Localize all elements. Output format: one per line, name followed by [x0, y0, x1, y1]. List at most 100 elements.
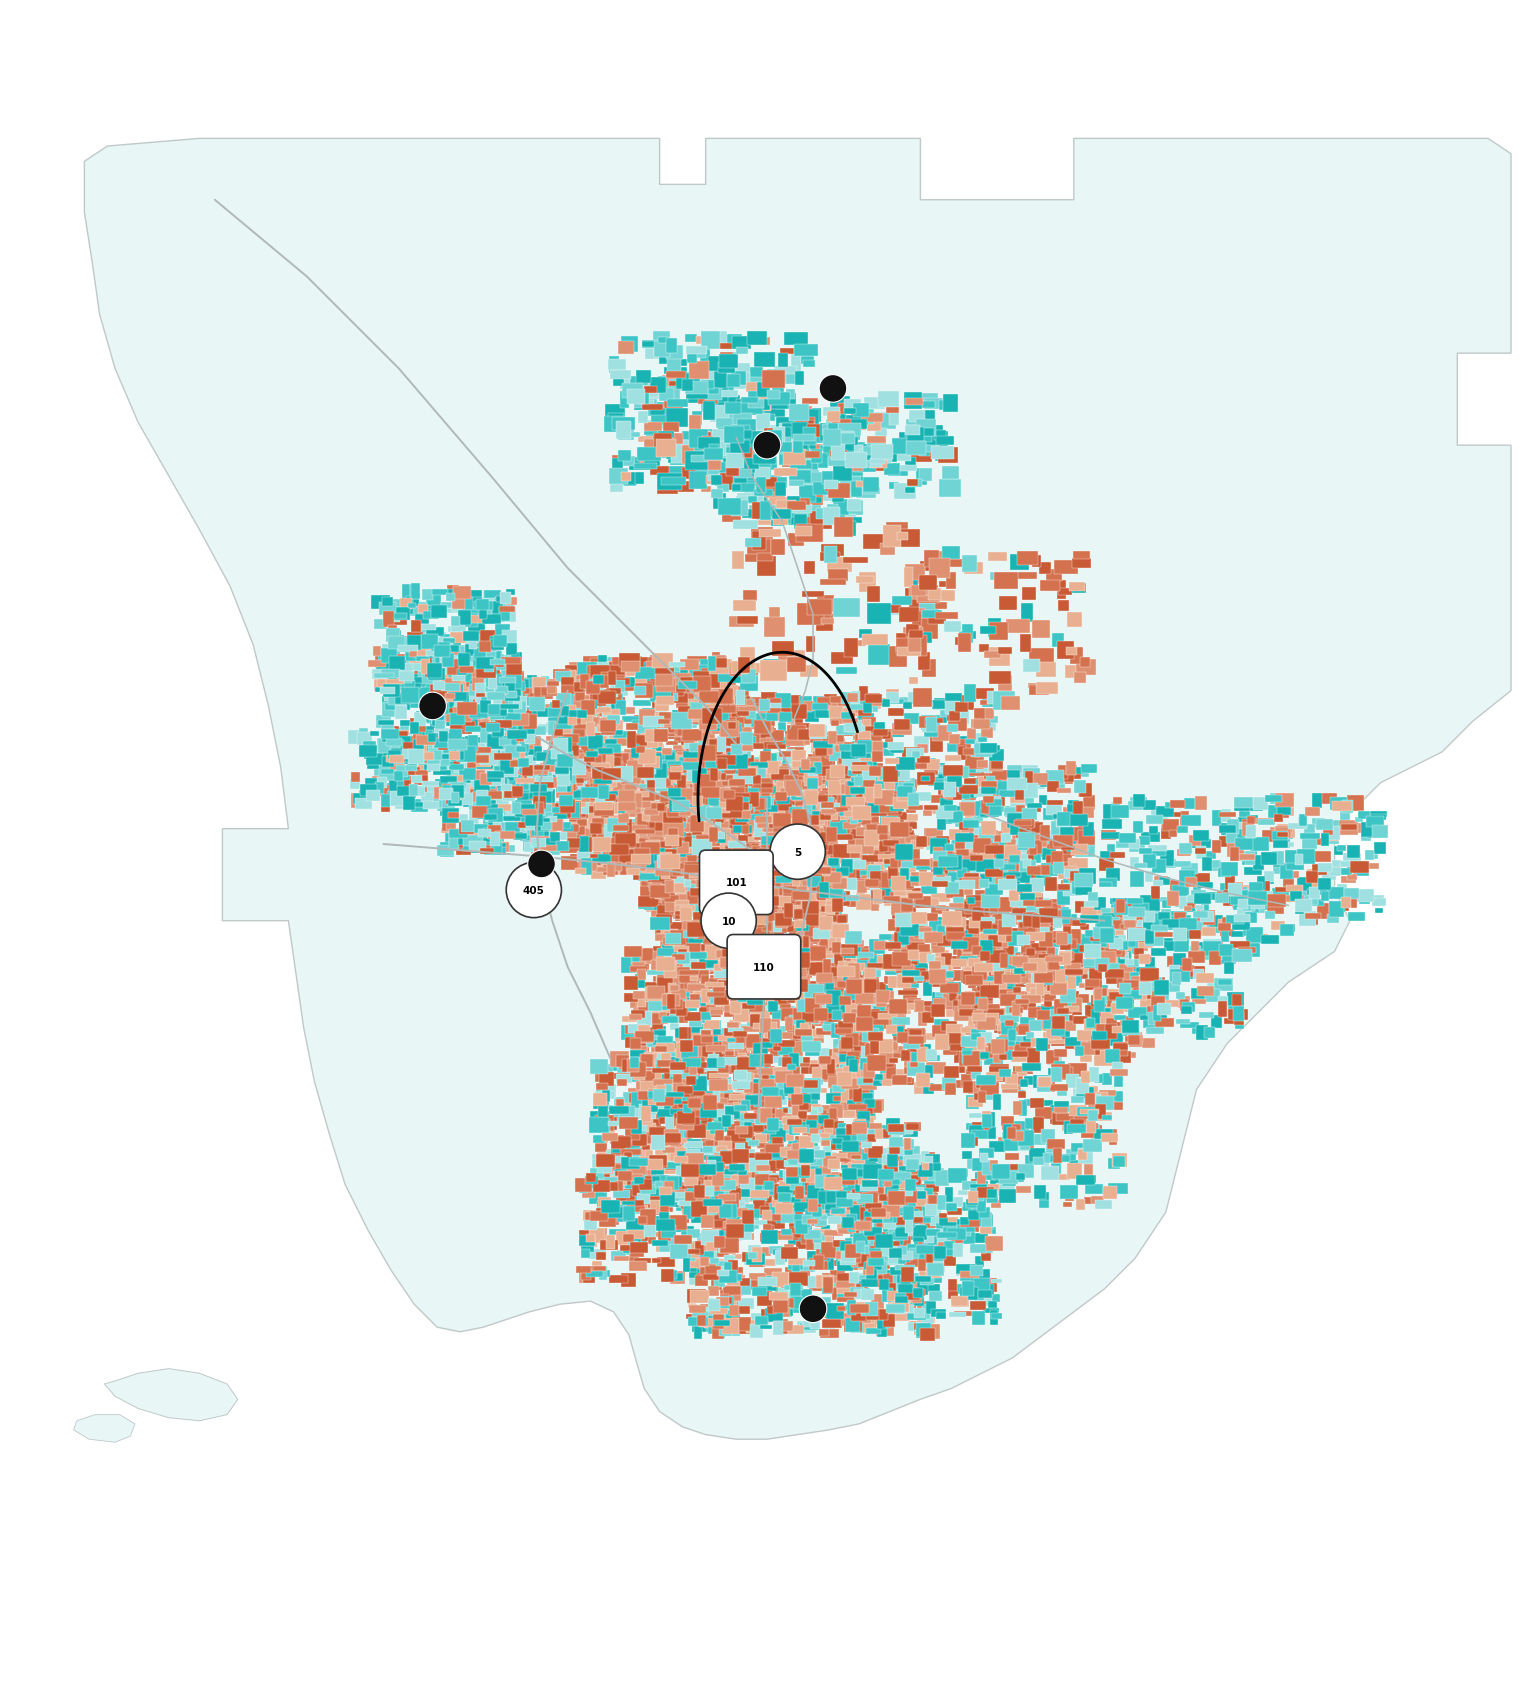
Bar	[793, 882, 805, 897]
Bar	[1272, 831, 1289, 841]
Bar	[833, 464, 851, 481]
Bar	[1017, 1164, 1034, 1179]
Bar	[693, 768, 701, 775]
Bar	[900, 814, 917, 823]
Bar	[611, 698, 626, 706]
Bar	[742, 990, 753, 995]
Bar	[477, 812, 486, 819]
Bar	[960, 821, 974, 833]
Bar	[695, 855, 707, 860]
Bar	[749, 392, 759, 407]
Bar	[584, 1267, 600, 1274]
Bar	[790, 1306, 799, 1312]
Bar	[936, 436, 954, 446]
Bar	[859, 573, 876, 593]
Bar	[802, 1321, 819, 1328]
Bar	[1187, 951, 1206, 964]
Bar	[681, 738, 695, 745]
Bar	[862, 1108, 876, 1113]
Bar	[747, 811, 755, 828]
Bar	[914, 1083, 922, 1094]
Bar	[495, 824, 503, 838]
Bar	[839, 731, 858, 736]
Bar	[459, 747, 469, 753]
Bar	[1058, 915, 1074, 927]
Bar	[446, 748, 454, 755]
Bar	[752, 714, 769, 730]
Bar	[690, 1024, 707, 1034]
Bar	[428, 669, 445, 681]
Bar	[988, 692, 1008, 704]
Bar	[765, 904, 779, 912]
Bar	[555, 841, 569, 851]
Bar	[870, 1184, 884, 1196]
Bar	[980, 1213, 992, 1228]
Bar	[999, 1189, 1016, 1204]
Bar	[517, 792, 529, 804]
Bar	[738, 706, 759, 711]
Bar	[861, 743, 873, 755]
Bar	[824, 1277, 833, 1294]
Bar	[911, 976, 923, 981]
Bar	[1189, 834, 1201, 846]
Bar	[430, 684, 446, 698]
Bar	[647, 1196, 661, 1208]
Bar	[653, 1162, 663, 1170]
Bar	[792, 878, 805, 885]
Bar	[930, 1189, 937, 1196]
Bar	[996, 921, 1008, 932]
Bar	[1017, 956, 1035, 969]
Bar	[617, 1079, 626, 1086]
Bar	[790, 1108, 804, 1115]
Bar	[439, 796, 453, 802]
Bar	[747, 1037, 759, 1052]
Bar	[661, 997, 676, 1010]
Bar	[1089, 902, 1104, 912]
Bar	[859, 1034, 876, 1042]
Bar	[655, 1089, 669, 1098]
Bar	[600, 765, 618, 774]
Bar	[678, 833, 686, 838]
Bar	[904, 394, 922, 410]
Bar	[976, 1076, 996, 1086]
Bar	[676, 1111, 695, 1125]
Bar	[670, 931, 680, 939]
Bar	[991, 936, 1009, 948]
Bar	[983, 907, 992, 917]
Bar	[744, 890, 764, 900]
Bar	[776, 959, 792, 971]
Bar	[899, 937, 907, 944]
Bar	[779, 1204, 796, 1218]
Bar	[396, 738, 407, 752]
Bar	[816, 596, 834, 613]
Bar	[891, 1018, 910, 1025]
Bar	[666, 806, 678, 817]
Bar	[787, 902, 805, 909]
Bar	[841, 799, 851, 811]
Bar	[755, 1039, 775, 1045]
Bar	[879, 882, 894, 893]
Bar	[882, 1241, 900, 1246]
Bar	[442, 740, 449, 747]
Bar	[778, 1057, 790, 1066]
Bar	[580, 841, 594, 850]
Bar	[962, 770, 969, 779]
Bar	[575, 839, 589, 844]
Bar	[592, 1155, 604, 1170]
Bar	[721, 824, 732, 829]
Bar	[779, 429, 796, 446]
Bar	[641, 838, 650, 848]
Bar	[675, 1096, 683, 1103]
Bar	[755, 1154, 773, 1160]
Bar	[693, 912, 710, 927]
Bar	[825, 873, 845, 888]
Bar	[454, 692, 463, 708]
Bar	[580, 790, 594, 799]
Bar	[802, 1214, 811, 1225]
Bar	[877, 824, 896, 836]
Bar	[1221, 809, 1230, 823]
Bar	[793, 961, 811, 973]
Bar	[858, 1225, 871, 1238]
Bar	[425, 731, 434, 740]
Bar	[770, 400, 788, 409]
